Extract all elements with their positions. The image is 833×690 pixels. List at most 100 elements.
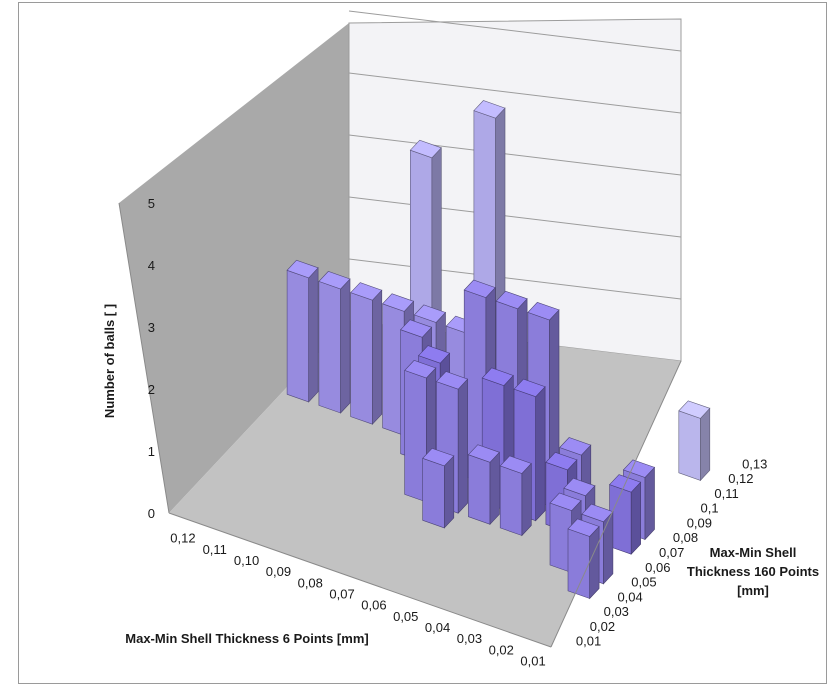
z-axis-ticks: 0 1 2 3 4 5 [148,196,155,521]
bar [286,259,319,403]
bar [609,474,642,555]
bar-top-face [318,271,351,290]
bar-top-face [545,451,578,471]
x-axis-title: Max-Min Shell Thickness 6 Points [mm] [125,631,368,646]
bar [499,455,532,537]
bar-side-face [443,455,455,529]
back-wall-gridlines [348,10,682,300]
bar-front-face [350,292,373,425]
y-tick-label: 0,04 [617,589,642,604]
bar-side-face [308,267,319,403]
bar-side-face [589,525,600,600]
gridline [348,134,682,176]
x-tick-label: 0,12 [170,531,195,546]
x-tick-label: 0,09 [266,564,291,579]
bar-top-face [422,447,455,467]
bar-top-face [418,345,451,364]
z-axis-line [118,202,170,514]
z-tick-label: 3 [148,320,155,335]
x-tick-label: 0,04 [425,620,450,635]
bar-side-face [630,481,641,555]
bar-top-face [435,371,469,390]
y-tick-label: 0,01 [576,634,601,649]
bar-top-face [559,437,592,456]
bar-top-face [400,319,433,338]
x-tick-label: 0,02 [489,642,514,657]
gridline [348,72,682,114]
y-axis-title-line-2: Thickness 160 Points [687,564,819,579]
x-tick-label: 0,08 [298,575,323,590]
y-tick-label: 0,05 [631,575,656,590]
bar-top-face [563,477,596,497]
y-axis-ticks: 0,010,020,030,040,050,060,070,080,090,10… [576,456,767,648]
bar [467,444,500,526]
bar-top-face [473,100,506,119]
bar-top-face [409,139,442,159]
z-tick-label: 5 [148,196,155,211]
bar-top-face [413,304,447,323]
z-tick-label: 2 [148,382,155,397]
y-tick-label: 0,13 [742,456,767,471]
bar [422,447,455,529]
bar-top-face [499,455,532,474]
bar-front-face [567,528,591,599]
bar-top-face [467,444,500,463]
bar-top-face [350,282,383,301]
y-axis-title-line-3: [mm] [737,583,769,598]
bar-side-face [603,510,614,585]
bar-front-face [468,454,491,525]
bar-top-face [622,459,656,478]
x-axis-ticks: 0,12 0,11 0,10 0,09 0,08 0,07 0,06 0,05 0,04 0,03… [170,531,545,669]
bar-front-face [286,269,310,403]
x-tick-label: 0,11 [203,542,227,557]
x-tick-label: 0,10 [234,553,259,568]
bar [678,400,711,482]
bar-top-face [404,360,437,379]
z-tick-label: 4 [148,258,155,273]
y-tick-label: 0,02 [590,619,615,634]
x-tick-label: 0,01 [520,653,545,668]
bar-side-face [489,451,500,526]
y-tick-label: 0,11 [714,486,738,501]
gridline [348,196,682,238]
bar-top-face [549,492,582,511]
bar-side-face [644,466,655,541]
bar-side-face [535,385,546,522]
x-tick-label: 0,05 [393,609,418,624]
bar-top-face [678,400,711,419]
y-tick-label: 0,06 [645,560,670,575]
y-axis-title-line-1: Max-Min Shell [710,545,797,560]
bar-side-face [457,378,468,514]
bar-side-face [340,278,351,414]
z-axis-title: Number of balls [ ] [102,304,117,418]
bar-side-face [521,462,532,537]
z-tick-label: 0 [148,506,155,521]
bar-top-face [463,279,496,298]
bar-top-face [382,293,415,312]
bar [318,271,351,414]
bars-layer [286,100,711,600]
z-tick-label: 1 [148,444,155,459]
bar-side-face [372,289,383,425]
bar-side-face [700,407,711,482]
bar-top-face [513,378,546,398]
bar-top-face [527,301,560,321]
y-tick-label: 0,09 [687,515,712,530]
gridline [348,258,682,300]
y-tick-label: 0,08 [673,530,698,545]
x-tick-label: 0,06 [361,598,386,613]
x-tick-label: 0,07 [329,586,354,601]
bar-top-face [481,367,514,386]
bar-front-face [318,280,341,414]
x-axis-line [168,512,552,648]
bar-top-face [567,518,600,537]
bar-front-face [499,465,523,536]
bar [567,518,600,600]
left-side-wall [119,23,349,513]
y-tick-label: 0,03 [604,604,629,619]
x-tick-label: 0,03 [457,631,482,646]
bar-top-face [286,259,319,279]
bar-front-face [678,410,701,481]
gridline [348,10,682,52]
